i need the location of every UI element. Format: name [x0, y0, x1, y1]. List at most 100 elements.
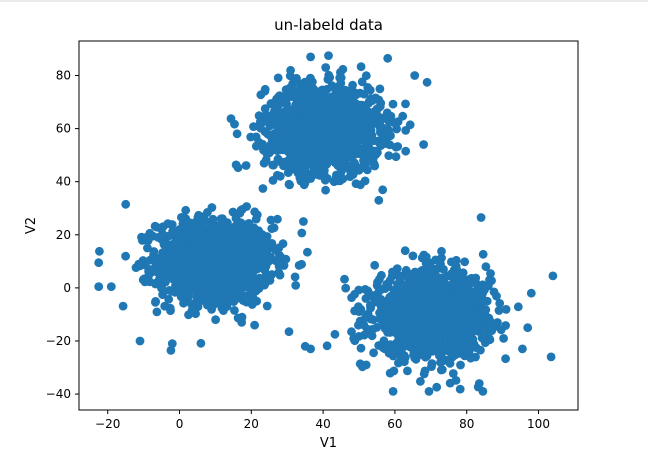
data-point	[421, 252, 431, 262]
data-point	[386, 311, 396, 321]
data-point	[293, 168, 303, 178]
data-point	[495, 299, 505, 308]
data-point	[464, 345, 473, 355]
data-point	[368, 324, 378, 334]
data-point	[176, 292, 186, 302]
data-point	[484, 281, 493, 291]
data-point	[513, 302, 523, 312]
data-point	[252, 296, 262, 306]
data-point	[284, 139, 294, 149]
data-point	[445, 359, 455, 368]
data-point	[424, 387, 434, 396]
data-point	[388, 99, 398, 109]
data-point	[456, 360, 465, 370]
data-point	[156, 257, 165, 266]
data-point	[205, 229, 215, 238]
data-point	[427, 359, 437, 369]
data-point	[265, 276, 275, 285]
data-point	[242, 202, 252, 211]
data-point	[447, 331, 456, 340]
x-tick-label: 40	[315, 417, 330, 431]
data-point	[276, 119, 286, 129]
data-point	[211, 234, 220, 244]
data-point	[94, 258, 104, 268]
data-point	[185, 262, 195, 272]
data-point	[419, 347, 428, 357]
data-point	[398, 111, 408, 121]
data-point	[350, 336, 360, 346]
data-point	[252, 256, 261, 266]
data-point	[355, 144, 364, 154]
data-point	[306, 52, 315, 62]
data-point	[476, 213, 486, 222]
data-point	[347, 153, 356, 162]
data-point	[458, 278, 468, 287]
data-point	[165, 303, 175, 313]
data-point	[348, 80, 357, 90]
data-point	[379, 336, 389, 346]
data-point	[518, 344, 527, 354]
data-point	[373, 111, 383, 121]
data-point	[274, 92, 284, 101]
data-point	[258, 184, 268, 193]
data-point	[273, 214, 282, 224]
data-point	[288, 124, 298, 134]
data-point	[249, 122, 258, 131]
data-point	[393, 142, 403, 151]
data-point	[351, 90, 361, 100]
data-point	[378, 185, 388, 195]
data-point	[283, 147, 293, 156]
x-tick-label: 80	[459, 417, 474, 431]
data-point	[233, 244, 243, 254]
data-point	[233, 313, 243, 323]
data-point	[361, 360, 371, 370]
data-point	[286, 65, 295, 75]
y-tick-label: 60	[56, 122, 71, 136]
data-point	[209, 260, 219, 269]
data-point	[239, 236, 249, 246]
data-point	[284, 91, 293, 101]
data-point	[246, 281, 256, 290]
data-point	[283, 115, 293, 125]
data-point	[332, 105, 341, 115]
data-point	[300, 178, 310, 188]
data-point	[446, 269, 456, 279]
data-point	[494, 306, 504, 315]
data-point	[181, 256, 191, 265]
data-point	[379, 132, 388, 142]
data-point	[359, 118, 368, 128]
data-point	[436, 259, 445, 269]
data-point	[382, 108, 392, 118]
data-point	[152, 222, 162, 232]
data-point	[299, 217, 308, 226]
data-point	[429, 305, 438, 315]
data-point	[191, 234, 201, 244]
data-point	[460, 257, 470, 267]
data-point	[296, 100, 306, 110]
data-point	[370, 161, 380, 171]
data-point	[274, 109, 284, 119]
data-point	[185, 282, 194, 292]
data-point	[548, 271, 558, 281]
data-point	[345, 133, 354, 143]
data-point	[317, 155, 327, 164]
data-point	[481, 262, 491, 272]
data-point	[422, 270, 432, 280]
data-point	[546, 352, 556, 362]
data-point	[420, 366, 430, 376]
data-point	[225, 244, 235, 254]
data-point	[278, 132, 287, 142]
data-point	[364, 98, 373, 108]
data-point	[241, 256, 251, 266]
data-point	[279, 157, 289, 167]
data-point	[451, 275, 461, 285]
data-point	[410, 71, 420, 80]
data-point	[394, 312, 403, 322]
data-point	[477, 312, 487, 322]
data-point	[214, 266, 224, 276]
data-point	[259, 247, 269, 257]
data-point	[236, 266, 246, 276]
data-point	[354, 320, 363, 330]
data-point	[384, 116, 393, 126]
y-tick-label: −20	[46, 334, 71, 348]
